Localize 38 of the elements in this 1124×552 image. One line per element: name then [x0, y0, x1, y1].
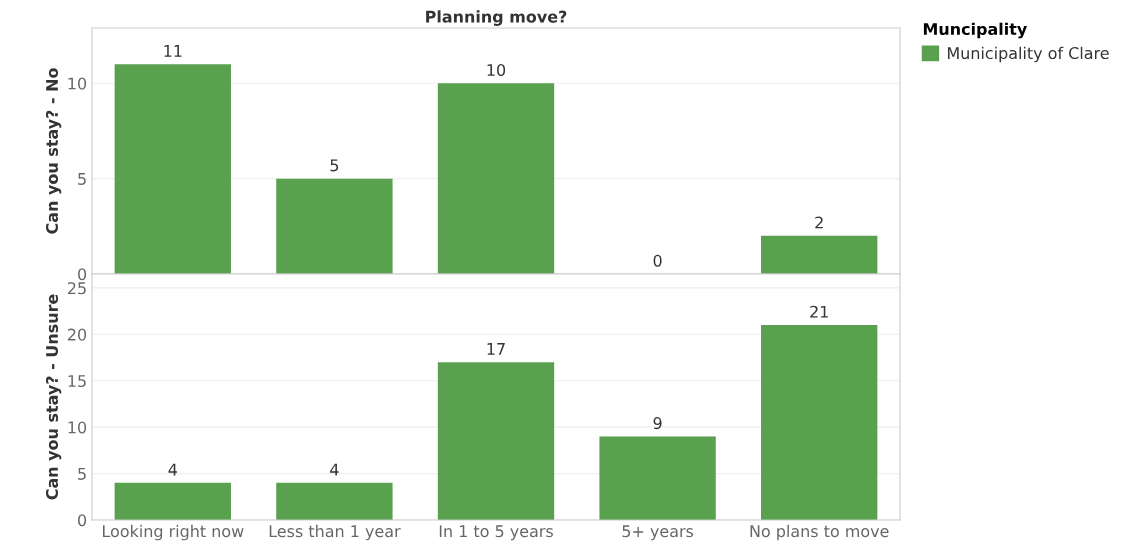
data-label: 0: [653, 254, 662, 267]
bar: [437, 362, 555, 520]
chart-title: Planning move?: [426, 10, 567, 26]
y-tick-label: 0: [78, 514, 87, 527]
bar: [761, 325, 878, 520]
bar: [276, 178, 393, 274]
bar: [437, 83, 555, 274]
data-label: 10: [487, 63, 506, 77]
y-axis-title: Can you stay? - No: [45, 68, 62, 234]
y-tick-label: 20: [67, 328, 87, 341]
data-label: 4: [330, 463, 339, 476]
y-tick-label: 15: [68, 375, 86, 388]
data-label: 17: [487, 343, 505, 355]
legend-title: Muncipality: [923, 22, 1027, 39]
data-label: 9: [653, 417, 662, 430]
data-label: 11: [164, 45, 182, 57]
data-label: 5: [330, 159, 339, 172]
y-tick-label: 5: [78, 468, 86, 480]
x-tick-label: Looking right now: [102, 524, 244, 541]
y-tick-label: 10: [68, 421, 87, 434]
y-tick-label: 25: [67, 282, 86, 295]
data-label: 21: [810, 305, 828, 318]
legend-label: Municipality of Clare: [947, 46, 1109, 63]
x-tick-label: Less than 1 year: [269, 524, 401, 541]
y-tick-label: 0: [78, 268, 87, 281]
data-label: 4: [168, 463, 177, 476]
bar: [114, 64, 231, 274]
bar: [599, 436, 716, 520]
x-tick-label: In 1 to 5 years: [439, 525, 553, 541]
y-axis-title: Can you stay? - Unsure: [45, 294, 62, 500]
bar: [276, 482, 393, 520]
y-tick-label: 5: [78, 173, 86, 185]
data-label: 2: [815, 216, 823, 229]
y-tick-label: 10: [68, 77, 87, 90]
x-tick-label: No plans to move: [750, 524, 889, 541]
bar: [114, 482, 231, 520]
x-tick-label: 5+ years: [622, 525, 694, 541]
bar: [761, 235, 878, 274]
